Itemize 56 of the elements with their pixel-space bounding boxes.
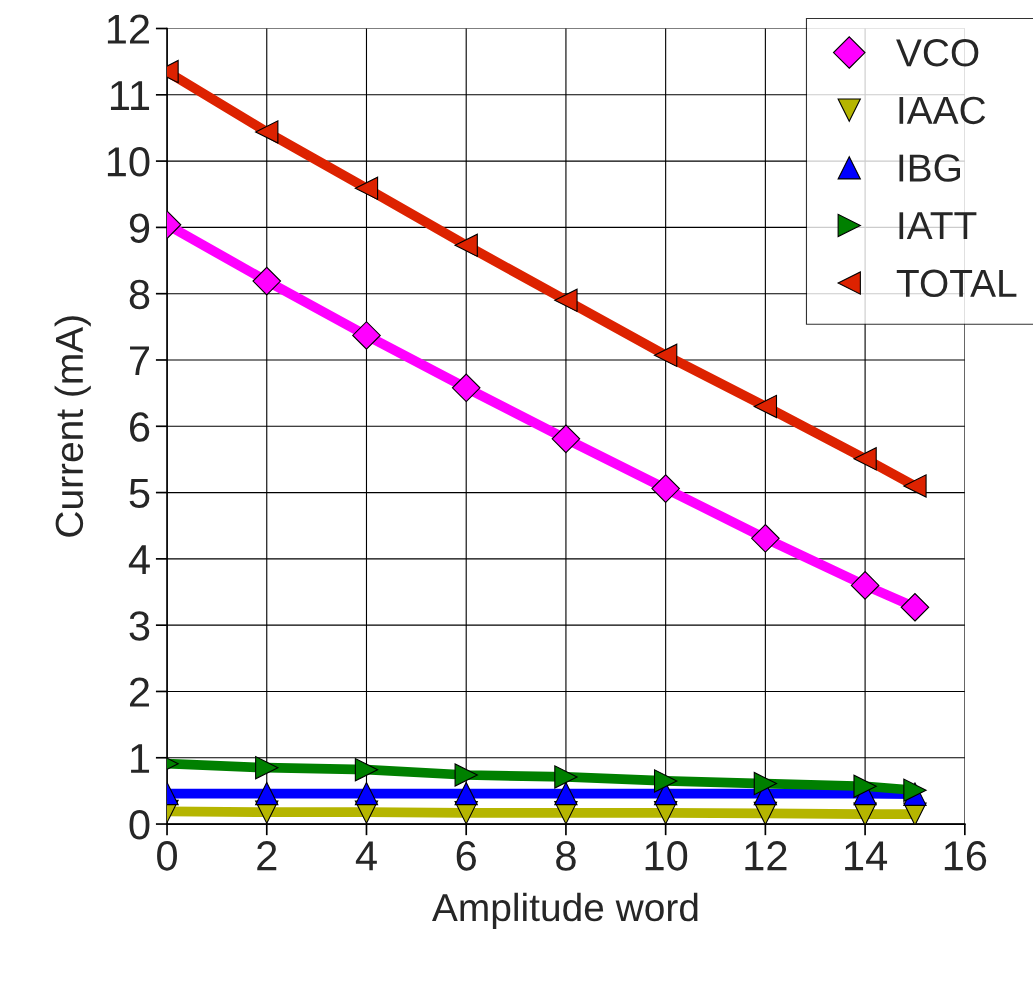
y-tick-label: 4 bbox=[128, 545, 150, 574]
x-tick-label: 12 bbox=[745, 841, 787, 871]
x-tick-label: 8 bbox=[556, 841, 576, 871]
legend-label: VCO bbox=[896, 38, 979, 67]
legend-label: TOTAL bbox=[896, 269, 1017, 298]
point bbox=[653, 343, 678, 368]
point bbox=[551, 424, 581, 454]
point bbox=[850, 571, 880, 600]
point bbox=[354, 758, 379, 782]
point bbox=[454, 763, 478, 787]
x-tick-label: 4 bbox=[355, 841, 377, 871]
y-tick-label: 2 bbox=[129, 677, 149, 707]
x-tick-label: 10 bbox=[645, 841, 688, 871]
point bbox=[255, 756, 279, 780]
point bbox=[554, 765, 578, 789]
point bbox=[653, 769, 678, 793]
y-tick-label: 0 bbox=[129, 810, 150, 840]
legend-label: IBG bbox=[899, 154, 960, 182]
y-tick-label: 9 bbox=[129, 213, 150, 243]
y-tick-label: 1 bbox=[131, 744, 150, 773]
x-tick-label: 2 bbox=[257, 841, 277, 871]
y-tick-label: 12 bbox=[107, 14, 149, 44]
x-tick-label: 6 bbox=[456, 841, 476, 871]
y-tick-label: 3 bbox=[129, 611, 150, 641]
point bbox=[903, 474, 927, 498]
y-axis-title: Current (mA) bbox=[54, 316, 91, 537]
x-tick-label: 16 bbox=[944, 841, 987, 871]
point bbox=[255, 781, 279, 806]
point bbox=[255, 120, 279, 144]
point bbox=[651, 474, 680, 503]
point bbox=[454, 233, 478, 257]
y-tick-label: 7 bbox=[130, 346, 149, 376]
x-tick-label: 14 bbox=[845, 841, 888, 871]
y-tick-label: 6 bbox=[130, 412, 150, 442]
point bbox=[451, 373, 481, 403]
point bbox=[751, 524, 780, 553]
y-tick-label: 11 bbox=[110, 81, 150, 110]
y-tick-label: 10 bbox=[107, 147, 150, 177]
point bbox=[853, 774, 877, 798]
y-tick-label: 5 bbox=[129, 479, 150, 509]
point bbox=[354, 176, 379, 200]
point bbox=[853, 447, 877, 471]
point bbox=[753, 771, 778, 796]
point bbox=[900, 592, 930, 622]
point bbox=[554, 288, 578, 312]
point bbox=[354, 781, 379, 806]
y-tick-label: 8 bbox=[129, 279, 150, 310]
point bbox=[454, 781, 478, 806]
point bbox=[252, 266, 282, 296]
legend-label: IAAC bbox=[899, 96, 986, 125]
point bbox=[554, 781, 578, 806]
point bbox=[352, 321, 381, 350]
x-axis-title: Amplitude word bbox=[432, 892, 698, 929]
x-tick-label: 0 bbox=[157, 841, 177, 871]
legend-label: IATT bbox=[899, 212, 977, 240]
point bbox=[753, 394, 778, 419]
